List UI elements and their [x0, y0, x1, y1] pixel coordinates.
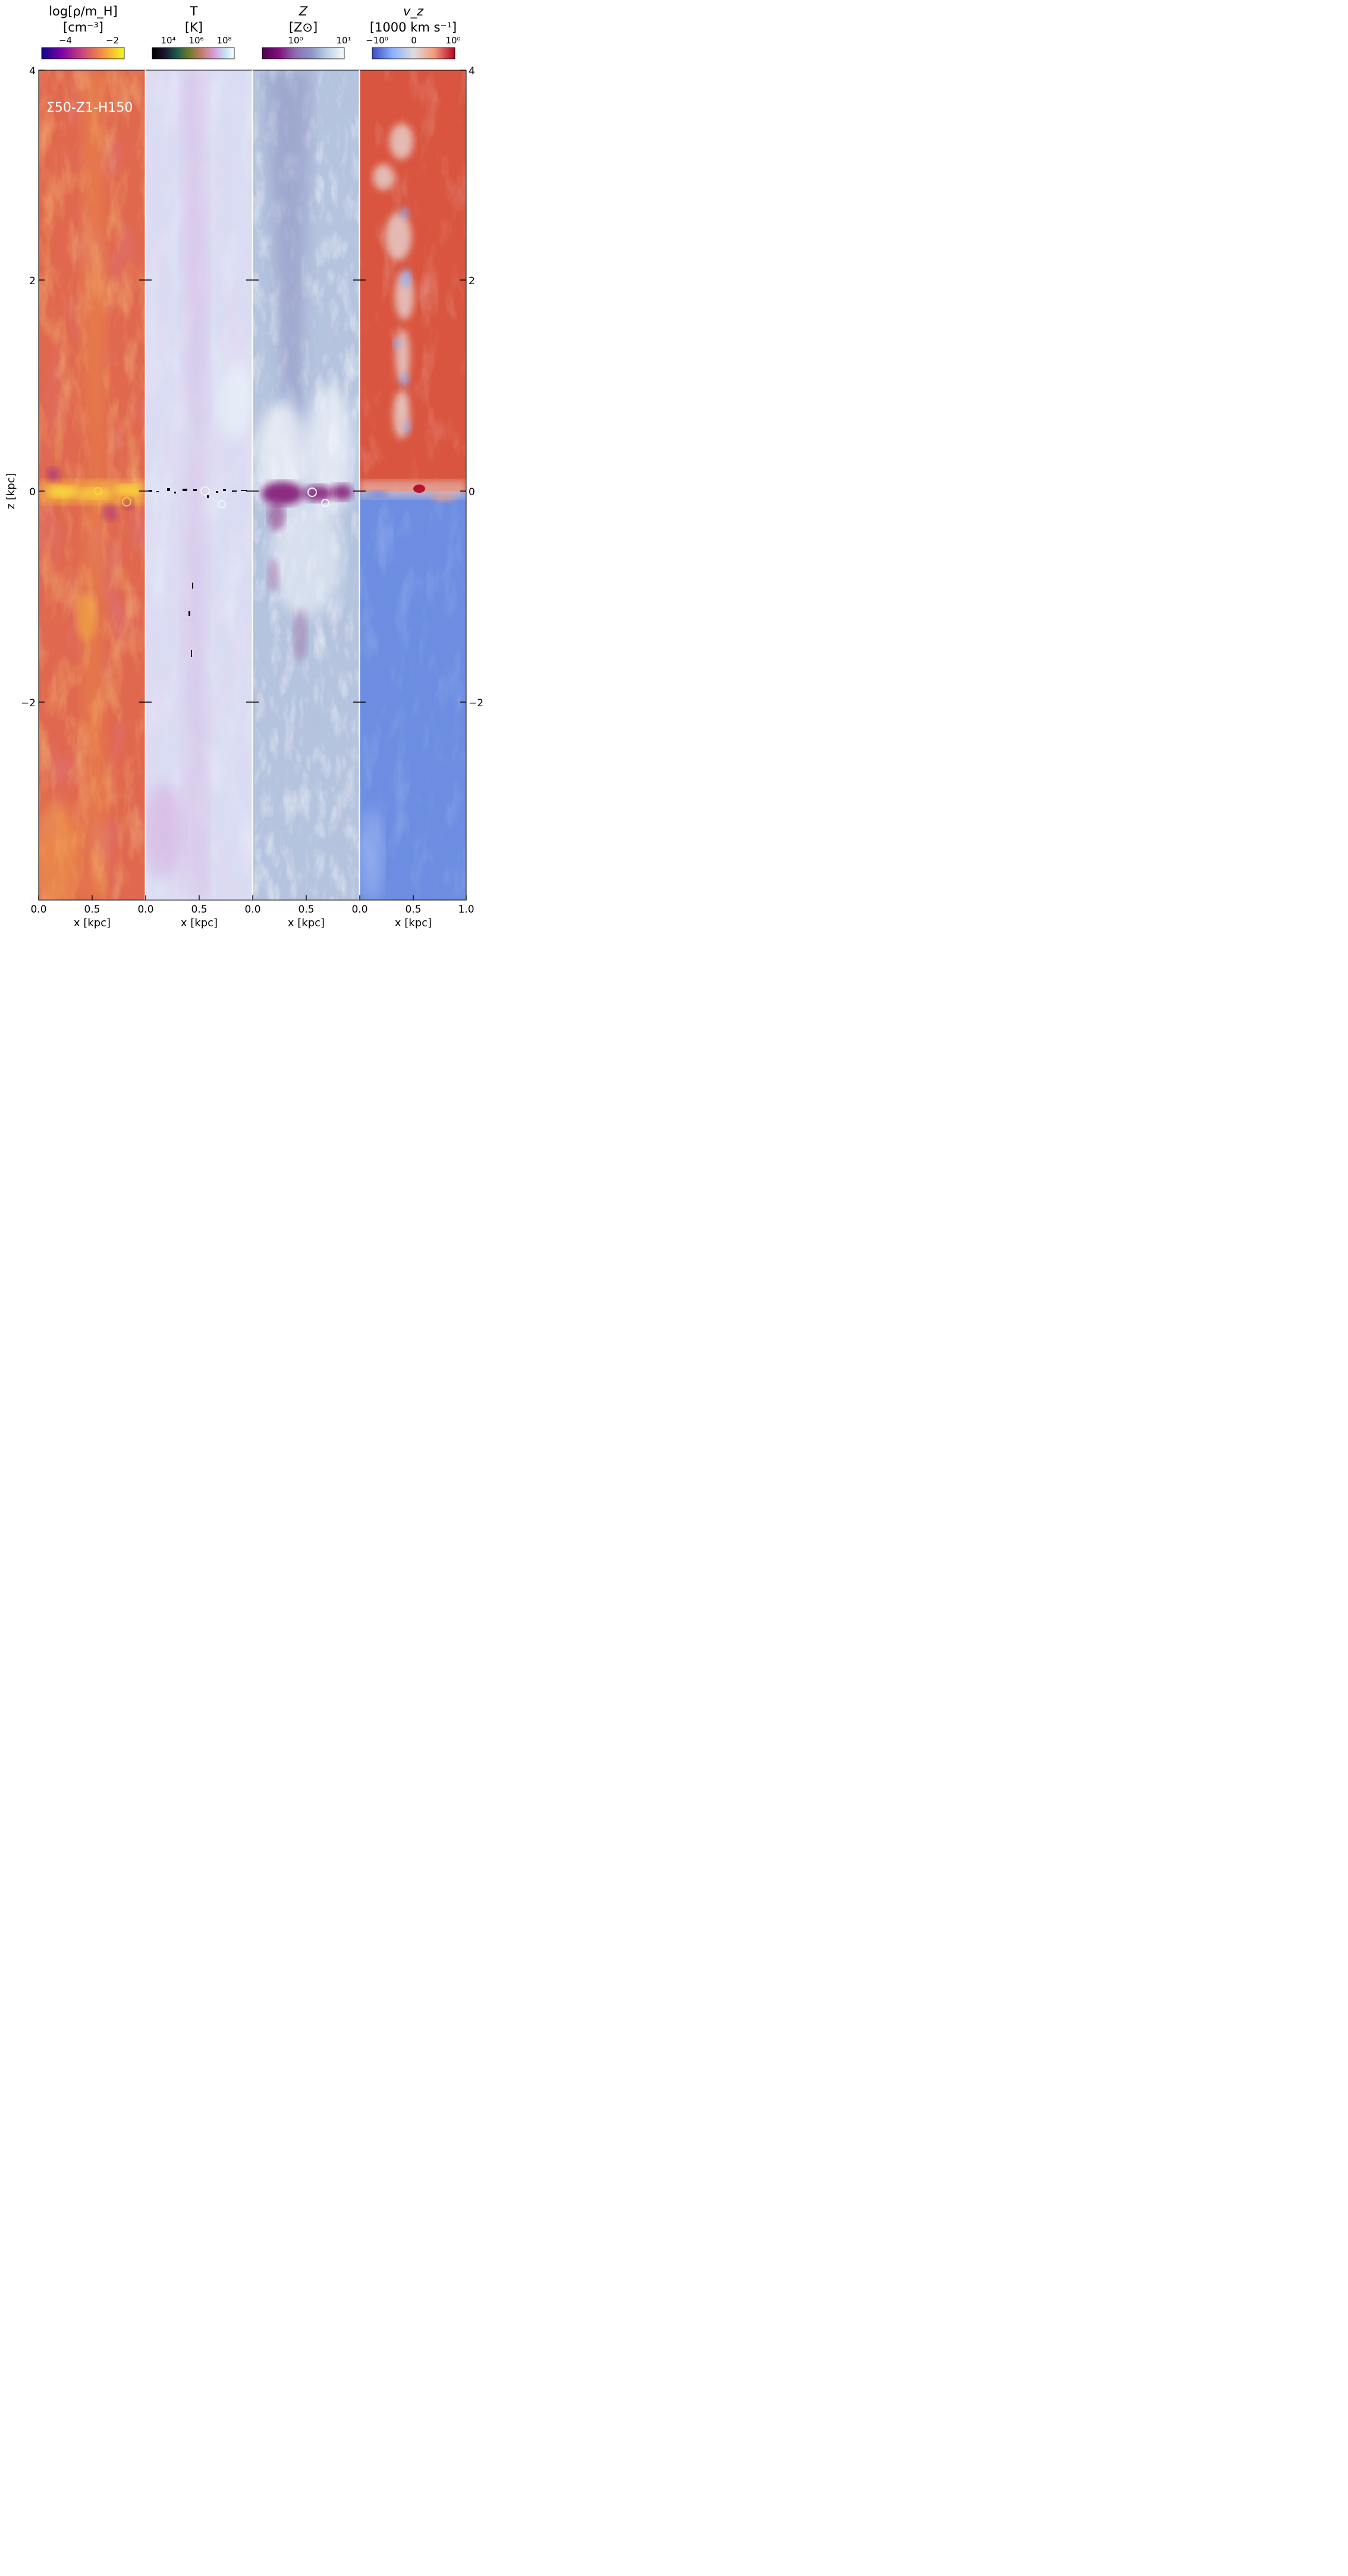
x-tick-label: 0.0 [137, 904, 153, 916]
colorbar-density-gradient [41, 47, 125, 59]
x-tick-label: 0.5 [405, 904, 421, 916]
y-tick-label: 4 [29, 65, 36, 77]
y-tick-labels-right: 4 2 0 −2 [469, 65, 483, 709]
y-tick-label: 0 [29, 486, 36, 498]
colorbar-velocity-unit: [1000 km s⁻¹] [370, 20, 457, 34]
y-tick-label: −2 [469, 697, 483, 709]
colorbar-velocity: v_z [1000 km s⁻¹] −10⁰ 0 10⁰ [366, 4, 461, 59]
colorbar-metallicity-gradient [262, 47, 345, 59]
colorbar-temperature-tick-3: 10⁸ [216, 35, 231, 46]
x-tick-label: 1.0 [458, 904, 474, 916]
x-tick-label: 0.5 [191, 904, 207, 916]
colorbar-metallicity: Z [Z⊙] 10⁰ 10¹ [262, 4, 351, 59]
x-tick-label: 0.0 [351, 904, 367, 916]
y-tick-label: 2 [469, 275, 475, 287]
colorbar-temperature-tick-2: 10⁶ [188, 35, 203, 46]
x-tick-label: 0.0 [244, 904, 260, 916]
x-axis-label: x [kpc] [74, 917, 111, 929]
colorbar-temperature-gradient [152, 47, 235, 59]
colorbar-density-title: log[ρ/m_H] [49, 4, 118, 19]
colorbar-velocity-tick-1: −10⁰ [366, 35, 388, 46]
colorbar-velocity-tick-2: 0 [411, 35, 417, 46]
x-tick-label: 0.5 [298, 904, 314, 916]
colorbar-metallicity-tick-2: 10¹ [336, 35, 351, 46]
y-tick-labels-left: 4 2 0 −2 [21, 65, 36, 709]
colorbar-temperature-title: T [190, 4, 198, 18]
colorbar-density-tick-1: −4 [59, 35, 72, 46]
y-tick-marks [39, 70, 466, 703]
y-axis-label: z [kpc] [5, 473, 17, 509]
colorbar-metallicity-unit: [Z⊙] [289, 20, 318, 34]
y-tick-label: 0 [469, 486, 475, 498]
y-tick-label: 2 [29, 275, 36, 287]
x-tick-marks [38, 895, 467, 900]
x-tick-labels: 0.0 0.5 0.0 0.5 0.0 0.5 0.0 0.5 1.0 [30, 904, 474, 916]
colorbar-metallicity-title: Z [298, 4, 308, 18]
colorbar-density-unit: [cm⁻³] [63, 20, 103, 34]
y-tick-label: −2 [21, 697, 36, 709]
x-axis-labels: x [kpc] x [kpc] x [kpc] x [kpc] [74, 917, 432, 929]
x-tick-label: 0.5 [84, 904, 100, 916]
colorbar-velocity-tick-3: 10⁰ [445, 35, 460, 46]
colorbar-density: log[ρ/m_H] [cm⁻³] −4 −2 [41, 4, 125, 59]
colorbar-velocity-title: v_z [403, 4, 424, 19]
panel-density: Σ50-Z1-H150 [39, 70, 145, 900]
panel-temperature [146, 70, 252, 900]
x-axis-label: x [kpc] [395, 917, 432, 929]
colorbar-density-tick-2: −2 [106, 35, 119, 46]
panel-metallicity [253, 70, 359, 900]
figure: log[ρ/m_H] [cm⁻³] −4 −2 T [K] 10⁴ 10⁶ 10… [5, 4, 483, 929]
x-axis-label: x [kpc] [181, 917, 218, 929]
x-tick-label: 0.0 [30, 904, 46, 916]
colorbar-temperature-tick-1: 10⁴ [161, 35, 175, 46]
colorbar-metallicity-tick-1: 10⁰ [288, 35, 303, 46]
panel-label: Σ50-Z1-H150 [46, 100, 133, 115]
y-tick-label: 4 [469, 65, 475, 77]
panel-dividers [144, 70, 360, 900]
x-axis-label: x [kpc] [288, 917, 325, 929]
colorbar-temperature: T [K] 10⁴ 10⁶ 10⁸ [152, 4, 235, 59]
colorbar-temperature-unit: [K] [185, 20, 203, 34]
colorbar-velocity-gradient [372, 47, 455, 59]
panel-velocity [360, 70, 466, 900]
